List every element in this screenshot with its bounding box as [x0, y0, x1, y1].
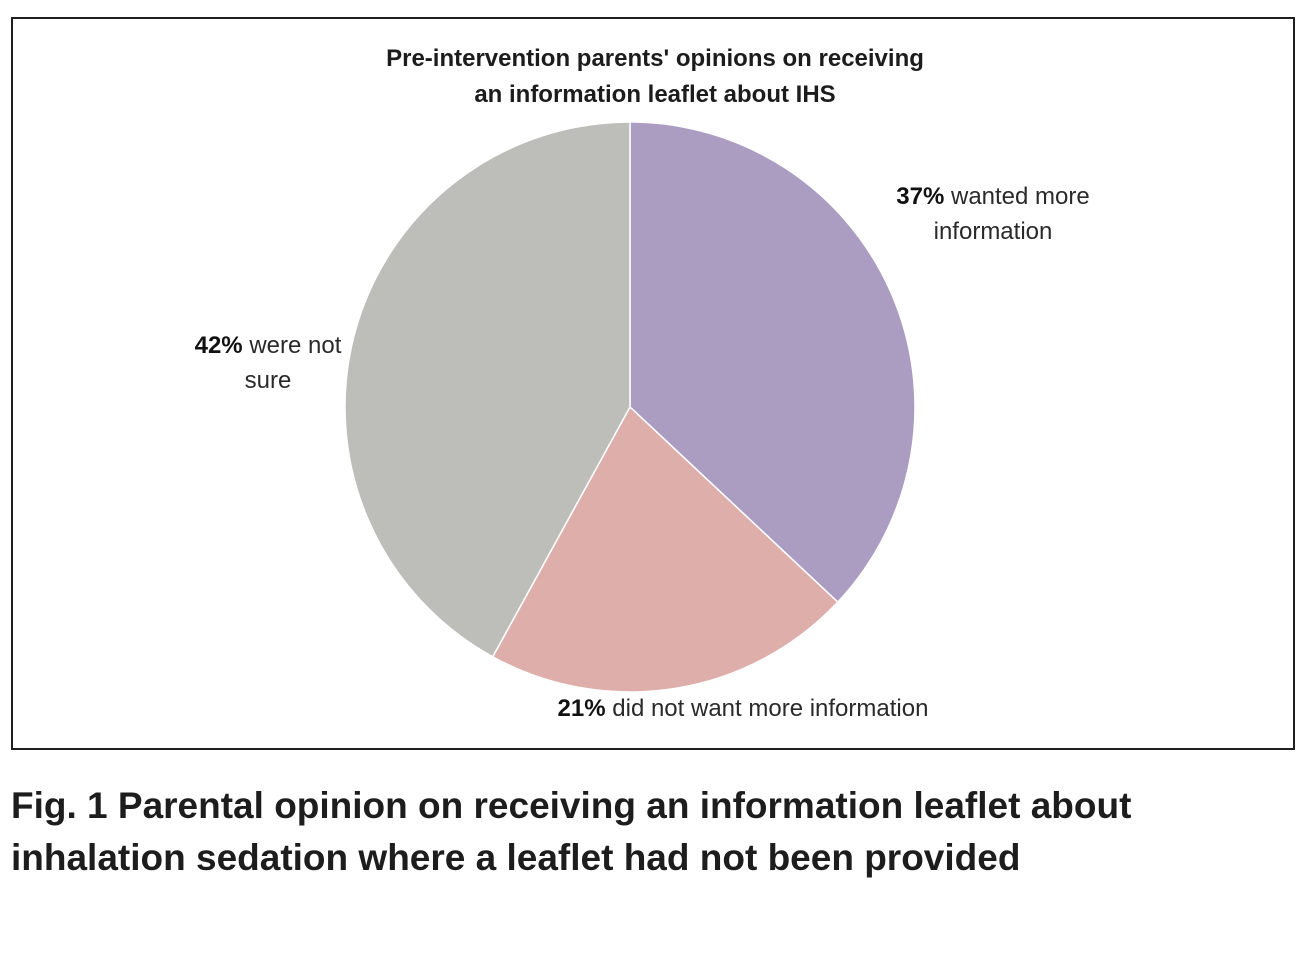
pie-slice-did-not-want	[491, 405, 839, 693]
slice-text-not-sure-line-2: sure	[244, 367, 292, 394]
slice-text-wanted-more-line-2: information	[933, 218, 1053, 245]
pie-slice-wanted-more	[629, 121, 916, 604]
slice-label-wanted-more: 37% wanted more information	[873, 179, 1113, 249]
slice-percent-wanted-more: 37%	[896, 183, 945, 210]
pie-slice-not-sure	[344, 121, 631, 658]
slice-text-not-sure-line-1: were not	[249, 332, 342, 359]
figure-caption: Fig. 1 Parental opinion on receiving an …	[11, 785, 1132, 878]
chart-title: Pre-intervention parents' opinions on re…	[13, 41, 1297, 113]
slice-text-wanted-more-line-1: wanted more	[950, 183, 1090, 210]
slice-text-did-not-want: did not want more information	[612, 695, 929, 722]
slice-label-did-not-want: 21% did not want more information	[513, 691, 973, 726]
slice-label-not-sure: 42% were not sure	[163, 328, 373, 398]
chart-title-line-2: an information leaflet about IHS	[474, 81, 836, 108]
chart-frame: Pre-intervention parents' opinions on re…	[11, 17, 1295, 750]
slice-percent-not-sure: 42%	[194, 332, 243, 359]
slice-percent-did-not-want: 21%	[557, 695, 606, 722]
pie-chart	[344, 121, 916, 693]
chart-title-line-1: Pre-intervention parents' opinions on re…	[386, 45, 924, 72]
